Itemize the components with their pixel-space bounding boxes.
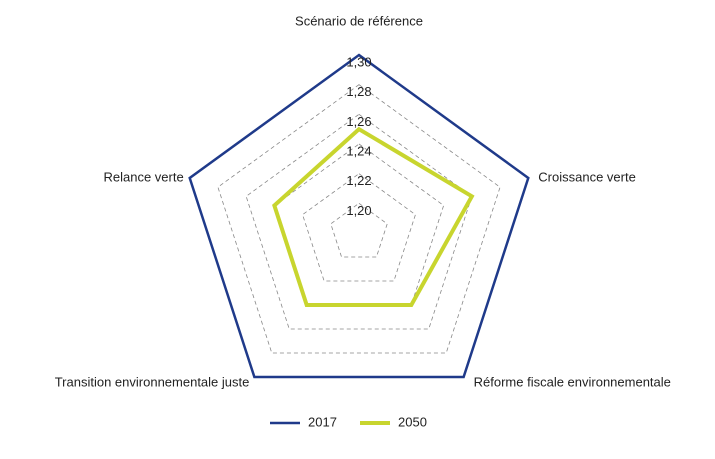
legend-label: 2050 (398, 414, 427, 429)
series-line (188, 53, 530, 379)
category-label: Transition environnementale juste (55, 374, 250, 389)
legend-label: 2017 (308, 414, 337, 429)
series-line (272, 126, 475, 308)
axis-tick-label: 1,26 (346, 114, 371, 129)
axis-tick-label: 1,30 (346, 54, 371, 69)
category-label: Croissance verte (538, 169, 636, 184)
axis-tick-label: 1,28 (346, 84, 371, 99)
category-label: Réforme fiscale environnementale (474, 374, 671, 389)
axis-tick-label: 1,22 (346, 173, 371, 188)
grid-ring (302, 173, 416, 282)
axis-tick-label: 1,20 (346, 203, 371, 218)
category-label: Scénario de référence (295, 13, 423, 28)
grid-ring (245, 113, 473, 330)
grid-ring (217, 84, 501, 354)
axis-tick-label: 1,24 (346, 143, 371, 158)
grid-ring (330, 202, 388, 258)
category-label: Relance verte (103, 169, 183, 184)
